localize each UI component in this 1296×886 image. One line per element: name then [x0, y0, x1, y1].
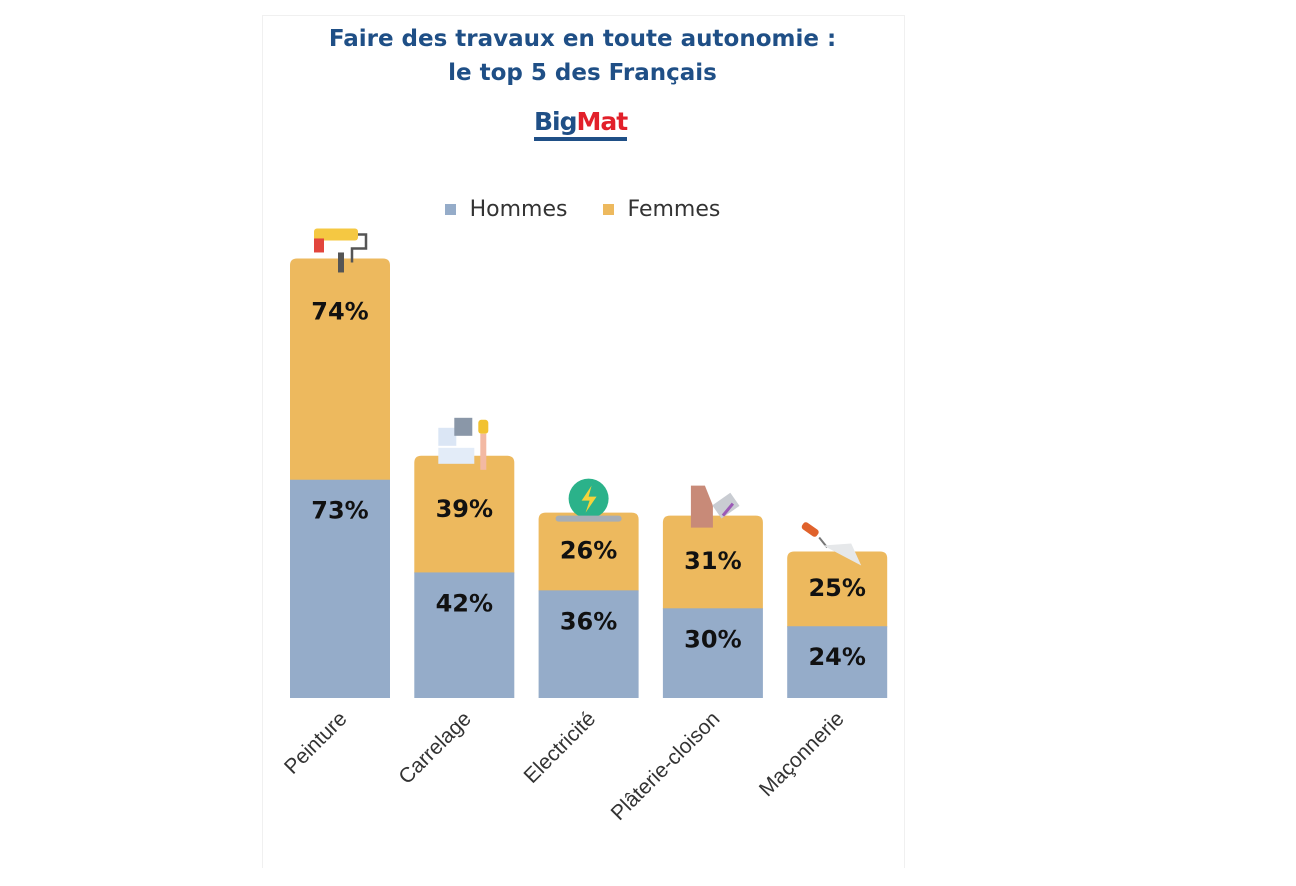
data-label-hommes-1: 73% — [311, 497, 368, 525]
data-label-femmes-4: 31% — [684, 547, 741, 575]
bar-femmes-2 — [414, 455, 515, 574]
plaster-icon — [690, 485, 740, 528]
data-label-hommes-3: 36% — [560, 607, 617, 635]
bar-femmes-1 — [290, 258, 390, 481]
chart-title: Faire des travaux en toute autonomie : l… — [262, 22, 903, 90]
legend-item-hommes: Hommes — [444, 197, 568, 222]
bigmat-logo: BigMat — [534, 108, 628, 141]
data-label-hommes-4: 30% — [684, 625, 741, 653]
data-label-femmes-5: 25% — [808, 574, 865, 602]
bar-group-1: 74% 73% Peinture — [280, 228, 390, 779]
bar-hommes-3 — [538, 590, 639, 698]
category-label-4: Plâterie-cloison — [607, 707, 725, 825]
category-label-2: Carrelage — [394, 707, 475, 788]
bar-group-2: 39% 42% Carrelage — [394, 417, 515, 789]
data-label-hommes-2: 42% — [436, 589, 493, 617]
category-label-1: Peinture — [280, 707, 352, 779]
data-label-femmes-3: 26% — [560, 536, 617, 564]
bar-femmes-5 — [787, 551, 888, 628]
legend-label-femmes: Femmes — [627, 197, 721, 222]
category-label-3: Electricité — [520, 707, 601, 788]
bar-hommes-1 — [290, 479, 390, 698]
legend-swatch-femmes — [602, 204, 614, 215]
bar-hommes-5 — [787, 626, 888, 698]
category-label-5: Maçonnerie — [755, 707, 849, 801]
title-line-2: le top 5 des Français — [448, 60, 717, 86]
legend-label-hommes: Hommes — [469, 197, 568, 222]
tiles-icon — [438, 417, 489, 470]
electricity-icon — [555, 478, 622, 522]
data-label-femmes-2: 39% — [436, 495, 493, 523]
bar-hommes-4 — [662, 608, 763, 698]
bar-femmes-4 — [662, 515, 763, 610]
bar-group-5: 25% 24% Maçonnerie — [755, 522, 888, 801]
bar-femmes-3 — [538, 512, 639, 592]
paint-roller-icon — [314, 228, 368, 273]
data-label-femmes-1: 74% — [311, 297, 368, 325]
trowel-icon — [801, 522, 862, 566]
legend-swatch-hommes — [444, 204, 456, 215]
legend: Hommes Femmes — [0, 196, 1165, 222]
bar-group-3: 26% 36% Electricité — [520, 478, 639, 788]
data-label-hommes-5: 24% — [808, 643, 865, 671]
bar-hommes-2 — [414, 572, 515, 698]
title-line-1: Faire des travaux en toute autonomie : — [328, 26, 837, 52]
legend-item-femmes: Femmes — [602, 197, 721, 222]
